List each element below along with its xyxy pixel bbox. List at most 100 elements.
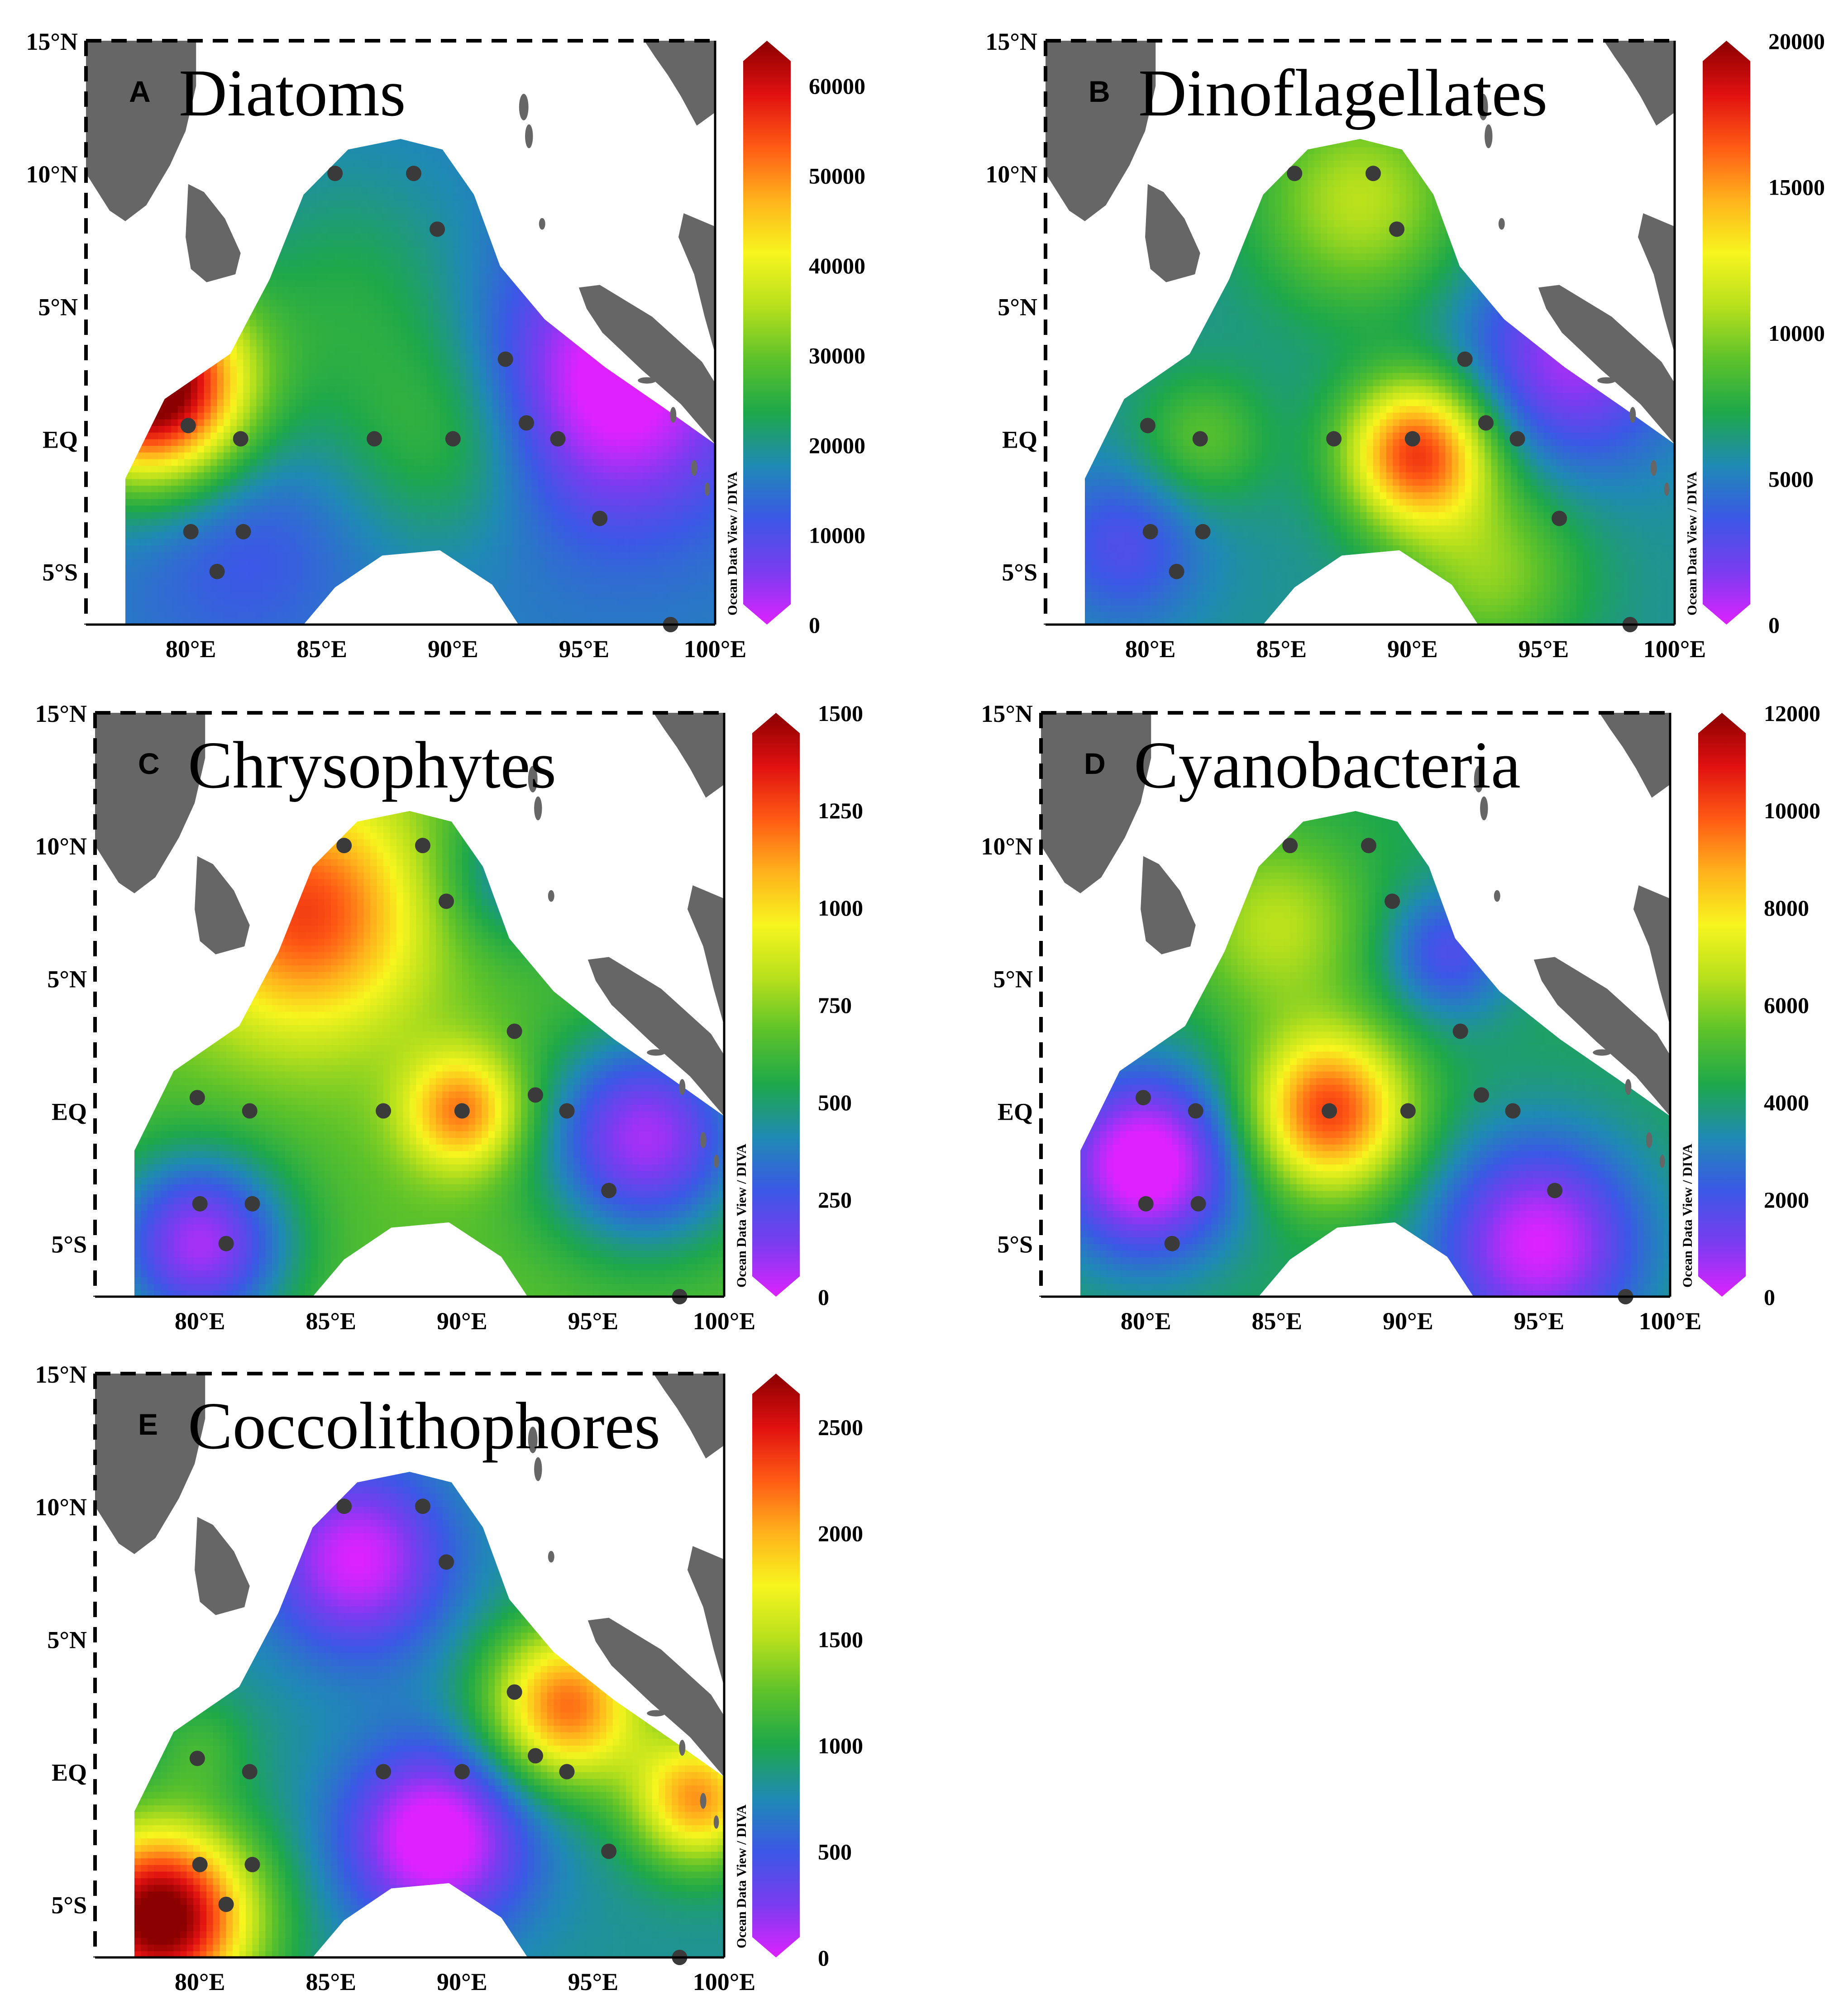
station-marker — [1404, 431, 1420, 447]
india-land — [95, 1374, 205, 1554]
station-marker — [242, 1103, 258, 1119]
colorbar-tick-label: 0 — [1768, 612, 1780, 638]
panel-title: Diatoms — [179, 56, 406, 130]
station-marker — [430, 221, 445, 237]
lat-tick-label: 5°N — [38, 293, 78, 320]
colorbar-ramp — [743, 41, 791, 625]
india-land — [86, 41, 196, 221]
station-marker — [1135, 1090, 1151, 1106]
colorbar-tick-label: 1500 — [818, 1627, 863, 1652]
sumatra-land — [578, 285, 715, 444]
sumatra-land — [587, 957, 724, 1117]
colorbar-tick-label: 8000 — [1764, 895, 1809, 921]
island — [713, 1155, 719, 1168]
station-marker — [1547, 1183, 1563, 1198]
island — [1646, 1132, 1652, 1148]
station-marker — [1326, 431, 1342, 447]
station-marker — [180, 418, 196, 434]
colorbar-tick-label: 2000 — [818, 1521, 863, 1546]
myanmar-land — [644, 41, 715, 126]
land-layer — [95, 1374, 724, 1829]
lon-tick-label: 85°E — [296, 635, 347, 663]
station-marker — [1474, 1087, 1489, 1103]
colorbar-tick-label: 2500 — [818, 1414, 863, 1440]
station-marker — [218, 1896, 234, 1912]
colorbar-tick-label: 30000 — [809, 343, 865, 368]
lon-tick-label: 95°E — [568, 1308, 619, 1335]
island — [548, 1551, 554, 1563]
panel-title: Dinoflagellates — [1138, 56, 1547, 130]
panel-letter: C — [138, 747, 160, 780]
lat-tick-label: 5°S — [51, 1892, 87, 1919]
lat-tick-label: EQ — [43, 426, 78, 453]
island — [1625, 1079, 1632, 1095]
station-marker — [439, 1554, 454, 1570]
island — [1597, 377, 1616, 384]
lat-tick-label: 5°N — [47, 1626, 87, 1653]
island — [528, 766, 538, 792]
colorbar: 0 250 500 750 1000 1250 1500 — [752, 701, 863, 1310]
colorbar-tick-label: 10000 — [1768, 320, 1825, 346]
lon-tick-label: 85°E — [306, 1968, 356, 1995]
lon-tick-label: 80°E — [175, 1968, 225, 1995]
panel-letter: D — [1084, 747, 1106, 780]
station-marker — [1361, 838, 1376, 854]
station-marker — [506, 1023, 522, 1039]
lon-tick-label: 80°E — [175, 1308, 225, 1335]
station-marker — [415, 1499, 430, 1514]
station-marker — [1287, 166, 1303, 181]
station-marker — [550, 431, 566, 447]
station-marker — [192, 1857, 208, 1872]
lon-tick-label: 90°E — [1387, 635, 1438, 663]
station-marker — [244, 1196, 260, 1212]
island — [1498, 218, 1505, 230]
lon-tick-label: 100°E — [1643, 635, 1706, 663]
station-marker — [415, 838, 430, 854]
lon-tick-label: 90°E — [428, 635, 478, 663]
station-marker — [1505, 1103, 1521, 1119]
stations — [189, 838, 688, 1304]
station-marker — [592, 511, 608, 526]
land-layer — [1041, 713, 1670, 1168]
island — [1593, 1049, 1611, 1056]
island — [1664, 482, 1670, 496]
station-marker — [189, 1751, 205, 1766]
island — [679, 1079, 686, 1095]
station-marker — [327, 166, 343, 181]
sri-lanka-land — [195, 856, 250, 955]
india-land — [95, 713, 205, 893]
lat-tick-label: 15°N — [26, 28, 78, 55]
lon-tick-label: 95°E — [1519, 635, 1569, 663]
station-marker — [336, 1499, 352, 1514]
colorbar-tick-label: 250 — [818, 1187, 852, 1212]
colorbar-tick-label: 1000 — [818, 895, 863, 921]
lon-tick-label: 90°E — [437, 1308, 487, 1335]
colorbar-tick-label: 10000 — [809, 523, 865, 548]
island — [700, 1793, 707, 1809]
stations — [1140, 166, 1638, 632]
panel-title: Coccolithophores — [188, 1389, 660, 1463]
lon-tick-label: 85°E — [1256, 635, 1307, 663]
lon-tick-label: 80°E — [1121, 1308, 1171, 1335]
island — [525, 124, 533, 148]
lat-tick-label: EQ — [52, 1759, 87, 1786]
lat-tick-label: 10°N — [985, 161, 1037, 188]
station-marker — [519, 415, 534, 431]
stations — [180, 166, 678, 632]
lat-tick-label: 5°S — [1002, 559, 1037, 586]
sri-lanka-land — [1141, 856, 1196, 955]
colorbar-tick-label: 2000 — [1764, 1187, 1809, 1212]
panel-title: Chrysophytes — [188, 728, 556, 802]
sumatra-land — [587, 1618, 724, 1777]
station-marker — [1169, 563, 1184, 579]
panel-letter: E — [138, 1408, 158, 1441]
station-marker — [1195, 524, 1211, 539]
india-land — [1041, 713, 1151, 893]
colorbar: 0 2000 4000 6000 8000 10000 12000 — [1698, 701, 1820, 1310]
lon-tick-label: 100°E — [1639, 1308, 1702, 1335]
lon-tick-label: 100°E — [693, 1308, 756, 1335]
colorbar-ramp — [752, 713, 800, 1297]
colorbar-tick-label: 20000 — [1768, 29, 1825, 54]
station-marker — [1142, 524, 1158, 539]
odv-credit: Ocean Data View / DIVA — [734, 1804, 749, 1948]
